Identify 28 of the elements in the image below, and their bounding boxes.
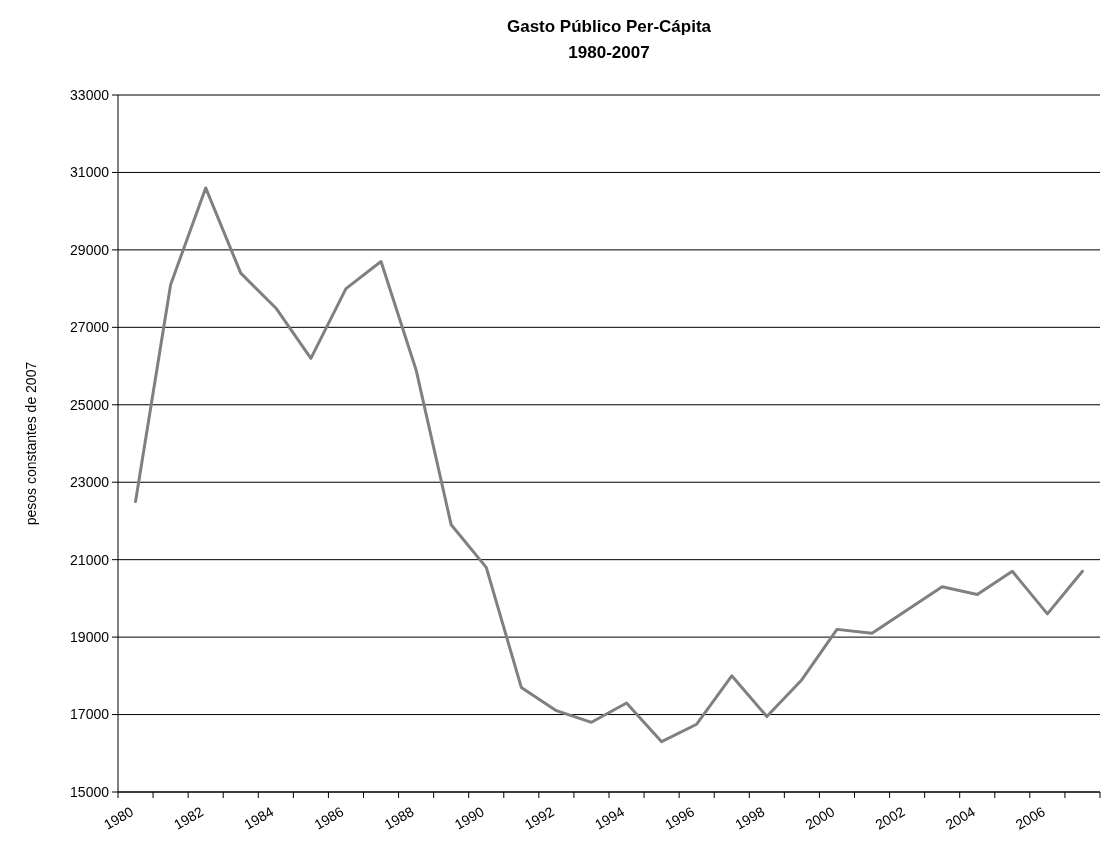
y-tick-label: 19000 bbox=[70, 629, 110, 646]
y-tick-label: 21000 bbox=[70, 551, 110, 568]
x-tick-label: 1986 bbox=[311, 803, 347, 833]
x-tick-label: 1992 bbox=[521, 803, 557, 833]
x-tick-label: 2004 bbox=[942, 803, 978, 833]
x-tick-label: 1982 bbox=[171, 803, 207, 833]
y-tick-label: 17000 bbox=[70, 706, 110, 723]
x-tick-label: 1980 bbox=[100, 803, 137, 833]
x-tick-label: 2000 bbox=[802, 803, 838, 833]
x-tick-label: 1994 bbox=[591, 803, 628, 833]
y-axis-title: pesos constantes de 2007 bbox=[23, 361, 39, 526]
y-tick-label: 15000 bbox=[70, 783, 110, 800]
y-tick-label: 27000 bbox=[70, 319, 110, 336]
x-tick-label: 1990 bbox=[451, 803, 487, 833]
y-tick-label: 33000 bbox=[70, 86, 110, 103]
y-tick-label: 31000 bbox=[70, 164, 110, 181]
x-tick-label: 2002 bbox=[872, 803, 908, 833]
x-tick-label: 1988 bbox=[381, 803, 417, 833]
line-series bbox=[134, 186, 1084, 744]
x-tick-label: 1998 bbox=[732, 803, 768, 833]
y-tick-label: 23000 bbox=[70, 474, 110, 491]
chart-title: Gasto Público Per-Cápita bbox=[506, 17, 712, 36]
x-tick-label: 2006 bbox=[1012, 803, 1048, 833]
x-tick-label: 1996 bbox=[662, 803, 698, 833]
y-tick-label: 29000 bbox=[70, 241, 110, 258]
y-tick-label: 25000 bbox=[70, 396, 110, 413]
x-tick-label: 1984 bbox=[241, 803, 277, 833]
chart-subtitle: 1980-2007 bbox=[568, 43, 650, 62]
